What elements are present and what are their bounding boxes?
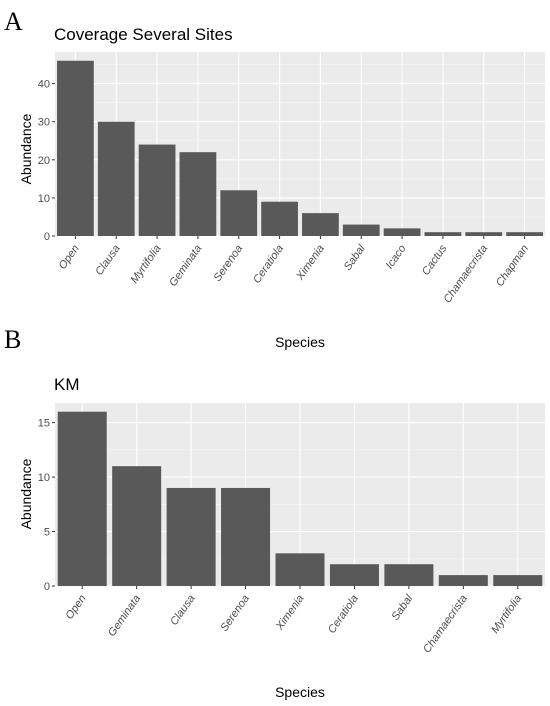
bar-icaco [383, 228, 421, 236]
x-tick-label: Chapman [494, 243, 531, 289]
chart-panel-a: A Coverage Several Sites Species Abundan… [4, 7, 545, 350]
y-axis-title-b: Abundance [18, 458, 34, 529]
x-tick-label: Myrtifolia [489, 593, 524, 636]
plot-area-a: 0 10 20 30 40 Open Clausa Myrtifolia Geminata Ser… [38, 52, 545, 305]
x-tick-label: Geminata [167, 243, 204, 289]
x-tick-label: Icaco [384, 243, 409, 271]
x-axis-title-a: Species [275, 334, 325, 350]
bar-sabal [384, 564, 434, 586]
bar-geminata [179, 152, 217, 236]
y-tick-label: 15 [38, 418, 50, 430]
x-tick-label: Ximenia [273, 593, 306, 633]
x-tick-label: Clausa [93, 243, 122, 278]
panel-background-a [55, 52, 545, 236]
chart-title-a: Coverage Several Sites [54, 25, 233, 44]
y-tick-label: 10 [38, 193, 50, 205]
x-tick-label: Cactus [420, 242, 450, 277]
y-tick-label: 0 [44, 581, 50, 593]
x-tick-label: Open [63, 593, 88, 622]
bar-chapman [506, 232, 543, 236]
panel-letter-a: A [4, 7, 23, 36]
x-tick-label: Open [57, 243, 82, 272]
y-tick-label: 0 [44, 231, 50, 243]
chart-title-b: KM [54, 375, 80, 394]
bar-sabal [342, 224, 380, 236]
y-tick-label: 10 [38, 472, 50, 484]
x-tick-label: Chamaecrista [441, 243, 490, 305]
x-tick-label: Ximenia [294, 243, 327, 283]
bar-ximenia [302, 213, 339, 236]
plot-area-b: 0 5 10 15 Open Geminata Clausa Serenoa Ximenia Ce… [38, 403, 545, 655]
bar-serenoa [220, 190, 258, 236]
x-tick-label: Chamaecrista [421, 593, 470, 655]
bar-myrtifolia [493, 575, 543, 586]
bar-ceratiola [261, 201, 298, 236]
bar-serenoa [221, 487, 271, 586]
y-tick-label: 5 [44, 527, 50, 539]
bar-geminata [112, 466, 162, 586]
x-axis-title-b: Species [275, 684, 325, 700]
x-tick-label: Myrtifolia [128, 243, 163, 286]
x-tick-label: Ceratiola [326, 593, 361, 636]
bar-clausa [166, 487, 216, 586]
panel-letter-b: B [4, 325, 21, 354]
x-tick-label: Clausa [168, 593, 197, 628]
bar-ceratiola [329, 564, 379, 586]
bar-chamaecrista [438, 575, 488, 586]
x-tick-label: Serenoa [212, 243, 246, 284]
bar-clausa [97, 121, 135, 236]
bar-chamaecrista [465, 232, 503, 236]
y-tick-label: 20 [38, 155, 50, 167]
x-tick-label: Sabal [389, 592, 415, 622]
bar-open [57, 411, 107, 586]
chart-panel-b: B KM Species Abundance 0 5 10 15 Open Geminat… [4, 325, 545, 700]
x-tick-label: Ceratiola [251, 243, 286, 286]
bar-myrtifolia [138, 144, 176, 236]
x-tick-label: Sabal [342, 242, 368, 272]
bar-ximenia [275, 553, 325, 586]
x-tick-label: Geminata [106, 593, 143, 639]
y-tick-label: 30 [38, 117, 50, 129]
bar-cactus [424, 232, 462, 236]
x-tick-label: Serenoa [218, 593, 252, 634]
y-tick-label: 40 [38, 79, 50, 91]
bar-open [57, 60, 94, 237]
y-axis-title-a: Abundance [18, 113, 34, 184]
